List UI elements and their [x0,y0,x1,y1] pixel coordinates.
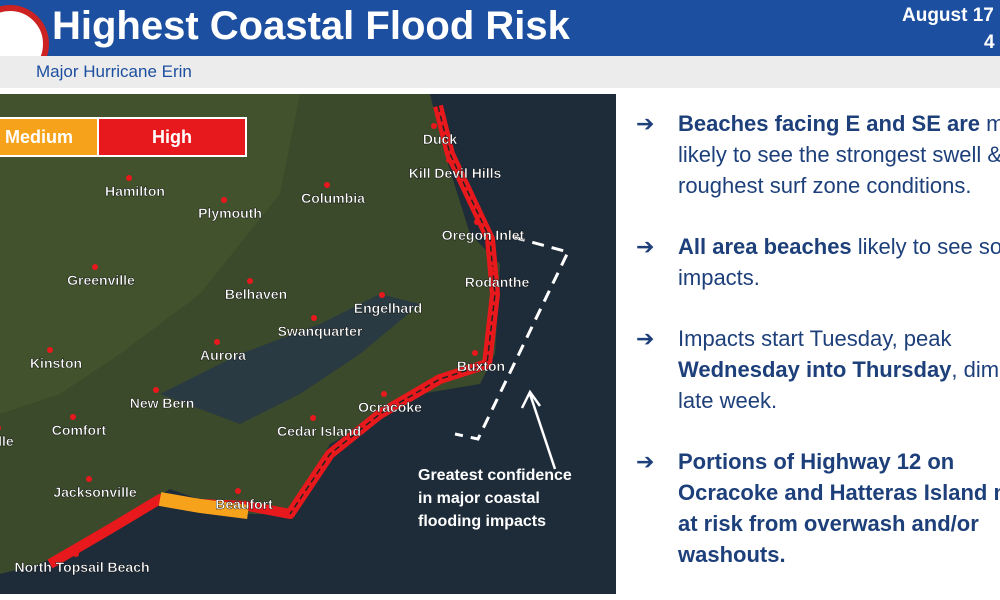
city-label: ille [0,433,14,449]
city-label: Comfort [52,422,107,438]
city-label: Buxton [457,358,505,374]
bullet-text: likely to see some impacts. [678,234,1000,290]
city-label: Columbia [301,190,365,206]
title: Highest Coastal Flood Risk [52,4,570,48]
city-dot [73,551,79,557]
bullet: Beaches facing E and SE are most likely … [636,108,1000,201]
city-dot [310,415,316,421]
legend-high: High [152,127,192,147]
city-dot [474,219,480,225]
city-label: Kinston [30,355,82,371]
annotation: Greatest confidence in major coastal flood… [418,467,572,530]
city-dot [235,488,241,494]
city-label: New Bern [130,395,195,411]
city-label: Oregon Inlet [442,227,525,243]
city-dot [381,391,387,397]
annotation-line: flooding impacts [418,513,546,530]
city-dot [0,425,1,431]
bullet: Impacts start Tuesday, peak Wednesday in… [636,323,1000,416]
city-label: Swanquarter [278,323,363,339]
bullet: Portions of Highway 12 on Ocracoke and H… [636,446,1000,570]
city-dot [70,414,76,420]
date: August 17 [902,5,994,26]
city-dot [247,278,253,284]
city-dot [92,264,98,270]
bullet-text: Wednesday into Thursday [678,357,952,382]
city-dot [431,123,437,129]
city-label: Hamilton [105,183,165,199]
city-label: Beaufort [215,496,273,512]
bullet-text: Impacts start Tuesday, peak [678,326,952,351]
annotation-line: Greatest confidence [418,467,572,484]
city-label: Rodanthe [465,274,530,290]
bullets: Beaches facing E and SE are most likely … [636,108,1000,600]
legend-medium: Medium [5,127,73,147]
city-label: Belhaven [225,286,287,302]
city-dot [379,292,385,298]
subtitle-bar [0,56,1000,88]
city-dot [446,157,452,163]
city-label: Engelhard [354,300,422,316]
bullet-text: Portions of Highway 12 on Ocracoke and H… [678,449,1000,567]
city-label: Ocracoke [358,399,422,415]
city-dot [472,350,478,356]
city-label: Aurora [200,347,246,363]
city-label: Plymouth [198,205,262,221]
bullet: All area beaches likely to see some impa… [636,231,1000,293]
city-label: Duck [423,131,457,147]
city-dot [311,315,317,321]
city-dot [488,266,494,272]
annotation-line: in major coastal [418,490,540,507]
bullet-text: , diminish late week. [678,357,1000,413]
city-label: Jacksonville [53,484,136,500]
city-label: North Topsail Beach [14,559,149,575]
city-dot [214,339,220,345]
bullet-text: All area beaches [678,234,852,259]
city-dot [86,476,92,482]
bullet-text: most likely to see the strongest swell &… [678,111,1000,198]
time: 4 [984,32,995,53]
city-label: Cedar Island [277,423,361,439]
city-label: Kill Devil Hills [409,165,502,181]
subtitle: Major Hurricane Erin [36,62,192,81]
city-dot [153,387,159,393]
city-label: Greenville [67,272,135,288]
city-dot [126,175,132,181]
map: Duck Kill Devil Hills Hamilton Plymouth Colu… [0,94,616,594]
city-dot [221,197,227,203]
city-dot [47,347,53,353]
bullet-text: Beaches facing E and SE are [678,111,981,136]
header-bar [0,0,1000,56]
city-dot [324,182,330,188]
